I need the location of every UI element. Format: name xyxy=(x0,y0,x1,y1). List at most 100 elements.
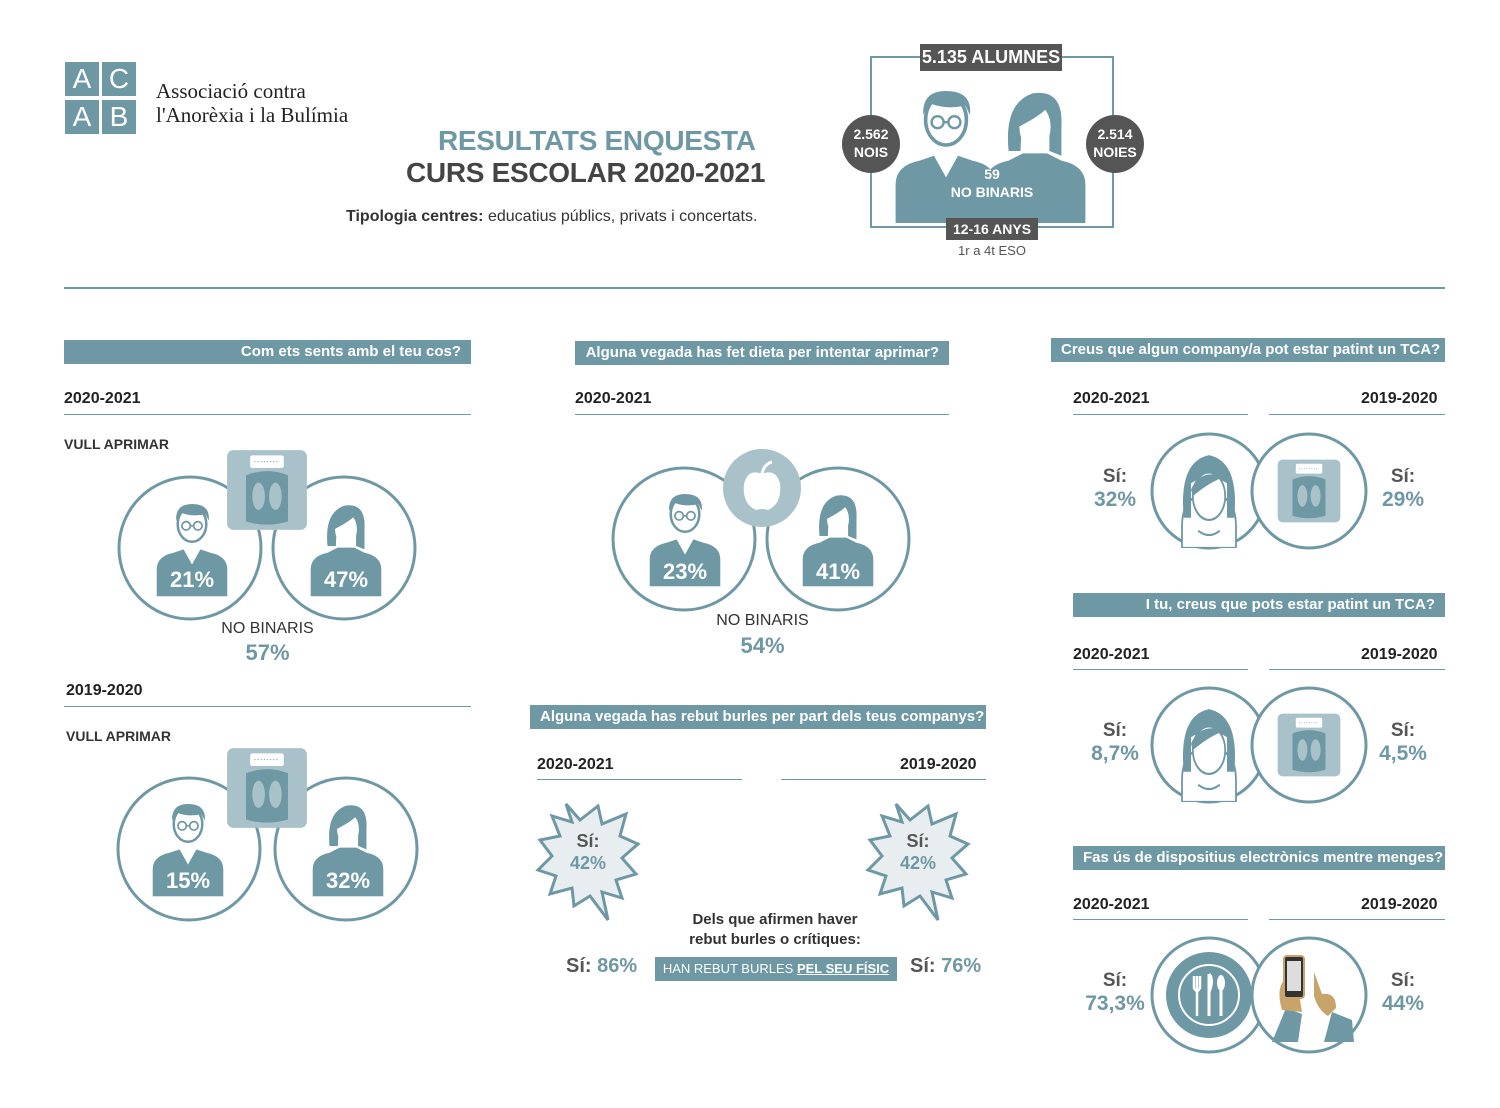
physical-mockery-badge: HAN REBUT BURLES PEL SEU FÍSIC xyxy=(655,957,897,981)
body-y1-label: VULL APRIMAR xyxy=(64,436,169,452)
self-y2-value: 4,5% xyxy=(1379,742,1427,765)
self-y1-value: 8,7% xyxy=(1091,742,1139,765)
device-y1-result: Sí: 73,3% xyxy=(1076,970,1154,1016)
scale-icon xyxy=(225,746,309,830)
mock-y1-si: Sí: xyxy=(576,831,600,851)
classmate-y1-result: Sí: 32% xyxy=(1080,466,1150,512)
mock-left-result: Sí: 86% xyxy=(566,955,637,978)
classmate-question-banner: Creus que algun company/a pot estar pati… xyxy=(1051,338,1445,362)
boys-label: NOIS xyxy=(853,144,889,160)
mock-left-si: Sí: xyxy=(566,955,592,977)
self-y1-result: Sí: 8,7% xyxy=(1080,720,1150,766)
device-y1-si: Sí: xyxy=(1102,970,1128,991)
nonbinary-label: NO BINARIS xyxy=(950,184,1034,200)
boys-count: 2.562 xyxy=(853,126,889,142)
mock-y2-si: Sí: xyxy=(906,831,930,851)
girls-count-badge: 2.514 NOIES xyxy=(1086,115,1144,173)
girl-icon xyxy=(975,74,1095,228)
mock-y1-value-block: Sí: 42% xyxy=(552,830,624,874)
speech-burst-icon xyxy=(865,803,971,921)
classmate-y2-value: 29% xyxy=(1381,488,1425,511)
girl-face-icon xyxy=(1164,440,1254,548)
girls-label: NOIES xyxy=(1093,144,1137,160)
mock-note-line1: Dels que afirmen haver xyxy=(692,911,858,928)
self-year1-rule xyxy=(1073,669,1248,670)
mock-year2-rule xyxy=(781,779,986,780)
speech-burst-icon xyxy=(535,803,641,921)
self-question-banner: I tu, creus que pots estar patint un TCA… xyxy=(1073,593,1445,617)
device-y2-value: 44% xyxy=(1381,992,1425,1015)
org-name-line1: Associació contra xyxy=(156,79,306,103)
page-title-line2: CURS ESCOLAR 2020-2021 xyxy=(406,157,766,188)
total-students-badge: 5.135 ALUMNES xyxy=(920,44,1062,71)
classmate-year1-rule xyxy=(1073,414,1248,415)
diet-boys-value: 23% xyxy=(662,559,708,584)
classmate-y2-si: Sí: xyxy=(1390,466,1416,487)
mock-right-si: Sí: xyxy=(910,955,936,977)
mock-y2-value: 42% xyxy=(899,853,937,873)
body-y2-label: VULL APRIMAR xyxy=(66,728,171,744)
device-year2-rule xyxy=(1269,919,1445,920)
nonbinary-count: 59 NO BINARIS xyxy=(940,165,1044,201)
hand-phone-icon xyxy=(1272,955,1354,1042)
classmate-year1: 2020-2021 xyxy=(1073,390,1150,407)
badge-bold-text: PEL SEU FÍSIC xyxy=(796,961,890,976)
body-year2: 2019-2020 xyxy=(66,682,143,699)
centre-type: Tipologia centres: educatius públics, pr… xyxy=(346,208,757,226)
device-y2-result: Sí: 44% xyxy=(1368,970,1438,1016)
apple-icon xyxy=(723,449,801,527)
header-divider xyxy=(64,287,1445,289)
scale-icon xyxy=(225,448,309,532)
mock-y2-value-block: Sí: 42% xyxy=(882,830,954,874)
classmate-year2-rule xyxy=(1269,414,1445,415)
grade-range: 1r a 4t ESO xyxy=(958,243,1026,258)
device-y2-si: Sí: xyxy=(1390,970,1416,991)
body-y2-girls-value: 32% xyxy=(325,868,371,893)
badge-text: HAN REBUT BURLES xyxy=(662,961,794,976)
diet-girls-value: 41% xyxy=(815,559,861,584)
centre-type-label: Tipologia centres: xyxy=(346,208,484,225)
body-year1: 2020-2021 xyxy=(64,390,141,407)
body-y2-boys-value: 15% xyxy=(165,868,211,893)
age-badge: 12-16 ANYS xyxy=(946,218,1038,240)
self-year2: 2019-2020 xyxy=(1361,646,1438,663)
diet-nb-label: NO BINARIS xyxy=(716,612,809,629)
mock-year1: 2020-2021 xyxy=(537,756,614,773)
mock-year2: 2019-2020 xyxy=(900,756,977,773)
mock-right-result: Sí: 76% xyxy=(910,955,981,978)
mock-note-line2: rebut burles o crítiques: xyxy=(689,931,861,948)
diet-question-banner: Alguna vegada has fet dieta per intentar… xyxy=(575,341,949,365)
mock-year1-rule xyxy=(537,779,742,780)
body-year1-rule xyxy=(64,414,471,415)
nonbinary-number: 59 xyxy=(984,166,1000,182)
mock-question-banner: Alguna vegada has rebut burles per part … xyxy=(530,705,986,729)
mock-y1-value: 42% xyxy=(569,853,607,873)
centre-type-value: educatius públics, privats i concertats. xyxy=(487,208,758,225)
body-question-banner: Com ets sents amb el teu cos? xyxy=(64,340,471,364)
scale-icon xyxy=(1276,712,1342,778)
girls-count: 2.514 xyxy=(1097,126,1133,142)
girl-face-icon xyxy=(1164,694,1254,802)
mock-right-value: 76% xyxy=(941,955,982,977)
self-year1: 2020-2021 xyxy=(1073,646,1150,663)
body-nb-label: NO BINARIS xyxy=(221,620,314,637)
logo-letter-a: A xyxy=(65,62,99,96)
classmate-y1-si: Sí: xyxy=(1102,466,1128,487)
self-y2-result: Sí: 4,5% xyxy=(1368,720,1438,766)
logo-letter-c: C xyxy=(102,62,136,96)
device-year2: 2019-2020 xyxy=(1361,896,1438,913)
body-nb-value: 57% xyxy=(245,640,290,665)
self-year2-rule xyxy=(1269,669,1445,670)
scale-icon xyxy=(1276,458,1342,524)
diet-year: 2020-2021 xyxy=(575,390,652,407)
classmate-year2: 2019-2020 xyxy=(1361,390,1438,407)
body-y1-girls-value: 47% xyxy=(323,567,369,592)
classmate-y1-value: 32% xyxy=(1093,488,1137,511)
device-question-banner: Fas ús de dispositius electrònics mentre… xyxy=(1073,846,1445,870)
self-y2-si: Sí: xyxy=(1390,720,1416,741)
plate-cutlery-icon xyxy=(1166,952,1252,1038)
logo-letter-b: B xyxy=(102,100,136,134)
org-name-line2: l'Anorèxia i la Bulímia xyxy=(156,103,349,127)
diet-year-rule xyxy=(575,414,949,415)
page-title-line1: RESULTATS ENQUESTA xyxy=(438,125,756,156)
